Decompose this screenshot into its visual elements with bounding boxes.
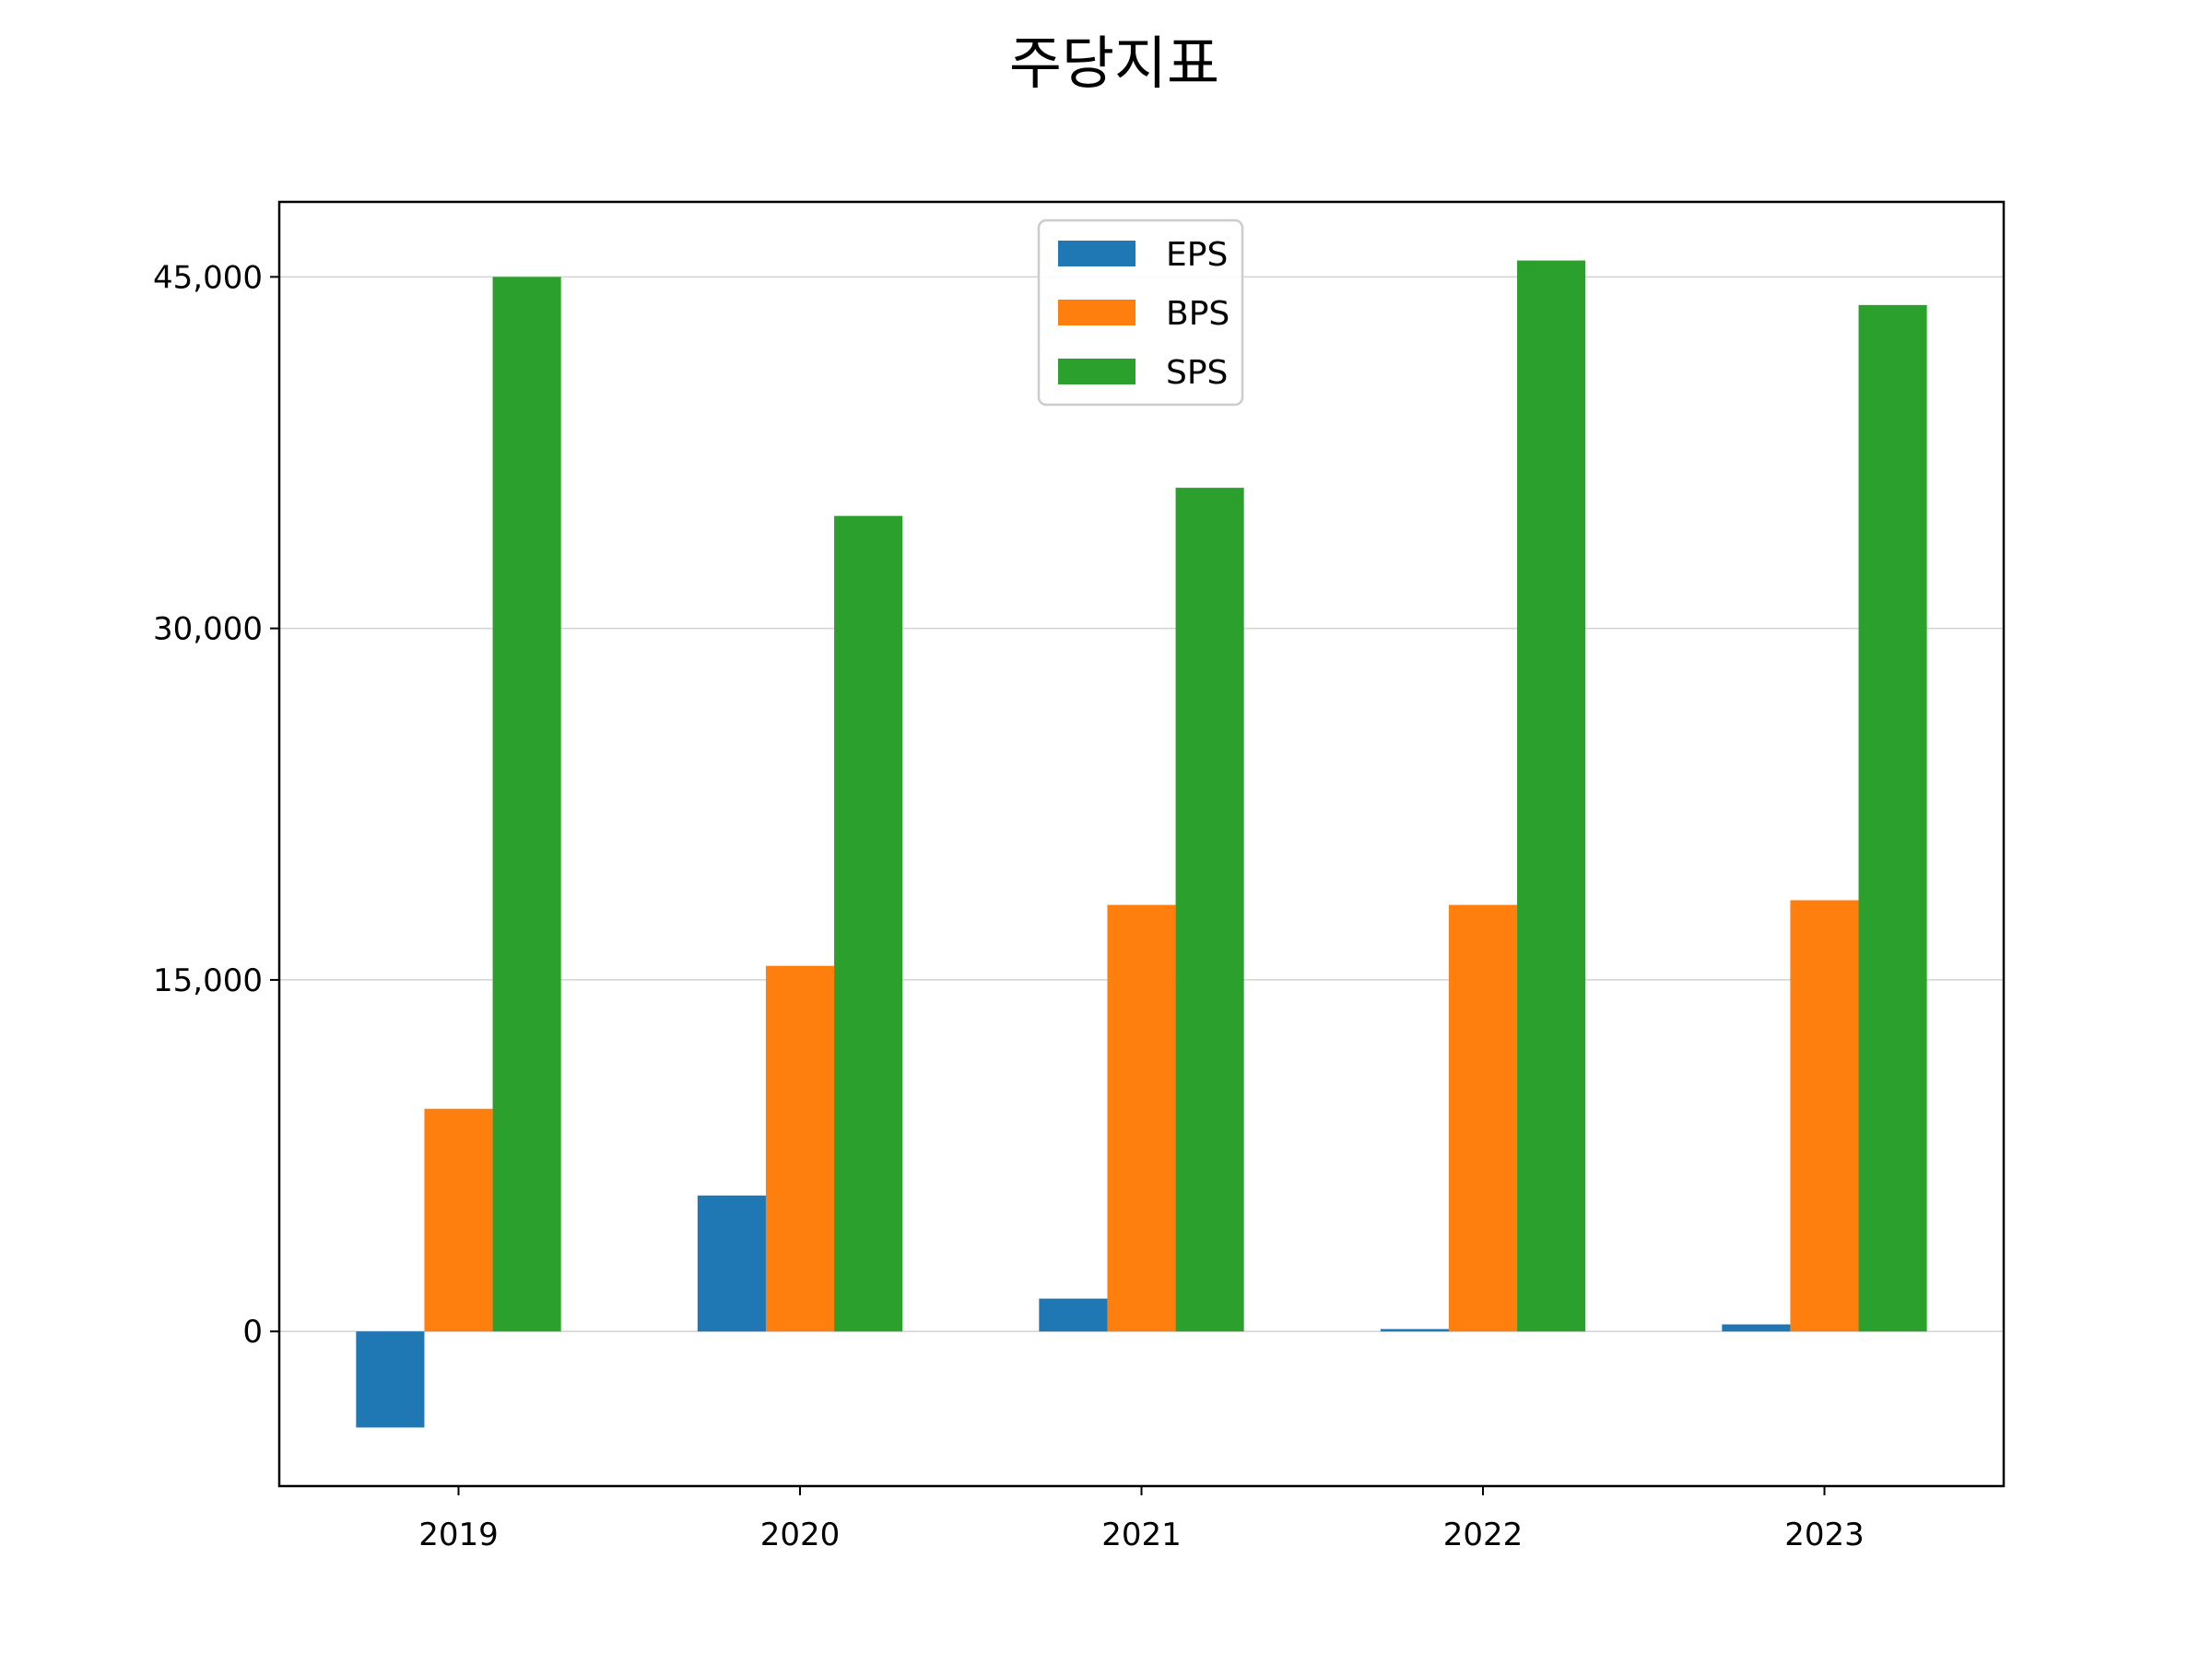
xtick-label-1: 2020 xyxy=(760,1516,841,1553)
ytick-label-0: 0 xyxy=(242,1314,263,1351)
bar-bps-2022 xyxy=(1448,904,1518,1332)
bar-eps-2019 xyxy=(356,1331,425,1428)
xtick-label-4: 2023 xyxy=(1784,1516,1865,1553)
xtick-label-2: 2021 xyxy=(1101,1516,1182,1553)
ytick-label-1: 15,000 xyxy=(153,962,263,999)
legend-label-sps: SPS xyxy=(1166,354,1228,392)
bar-sps-2019 xyxy=(492,277,561,1332)
chart-title: 주당지표 xyxy=(1009,30,1219,97)
bar-sps-2021 xyxy=(1175,488,1244,1332)
bar-sps-2022 xyxy=(1517,260,1586,1332)
legend-label-eps: EPS xyxy=(1166,236,1228,274)
bar-bps-2023 xyxy=(1790,900,1859,1332)
xtick-label-0: 2019 xyxy=(418,1516,499,1553)
y-axis: 0 15,000 30,000 45,000 xyxy=(153,259,279,1351)
legend-swatch-bps xyxy=(1058,300,1135,325)
bar-eps-2020 xyxy=(697,1195,766,1332)
legend-swatch-sps xyxy=(1058,359,1135,384)
bar-bps-2019 xyxy=(424,1108,493,1332)
ytick-label-3: 45,000 xyxy=(153,259,263,296)
ytick-label-2: 30,000 xyxy=(153,611,263,648)
x-axis: 2019 2020 2021 2022 2023 xyxy=(418,1486,1865,1553)
bar-bps-2021 xyxy=(1107,904,1176,1332)
bar-sps-2023 xyxy=(1858,304,1927,1332)
legend-swatch-eps xyxy=(1058,241,1135,266)
bar-bps-2020 xyxy=(765,965,835,1332)
legend-label-bps: BPS xyxy=(1166,295,1230,333)
bar-eps-2023 xyxy=(1722,1324,1791,1332)
bar-sps-2020 xyxy=(834,515,903,1332)
bar-eps-2021 xyxy=(1039,1298,1108,1332)
legend: EPS BPS SPS xyxy=(1037,218,1244,407)
bar-eps-2022 xyxy=(1380,1328,1449,1332)
xtick-label-3: 2022 xyxy=(1443,1516,1524,1553)
bars xyxy=(356,260,1927,1428)
